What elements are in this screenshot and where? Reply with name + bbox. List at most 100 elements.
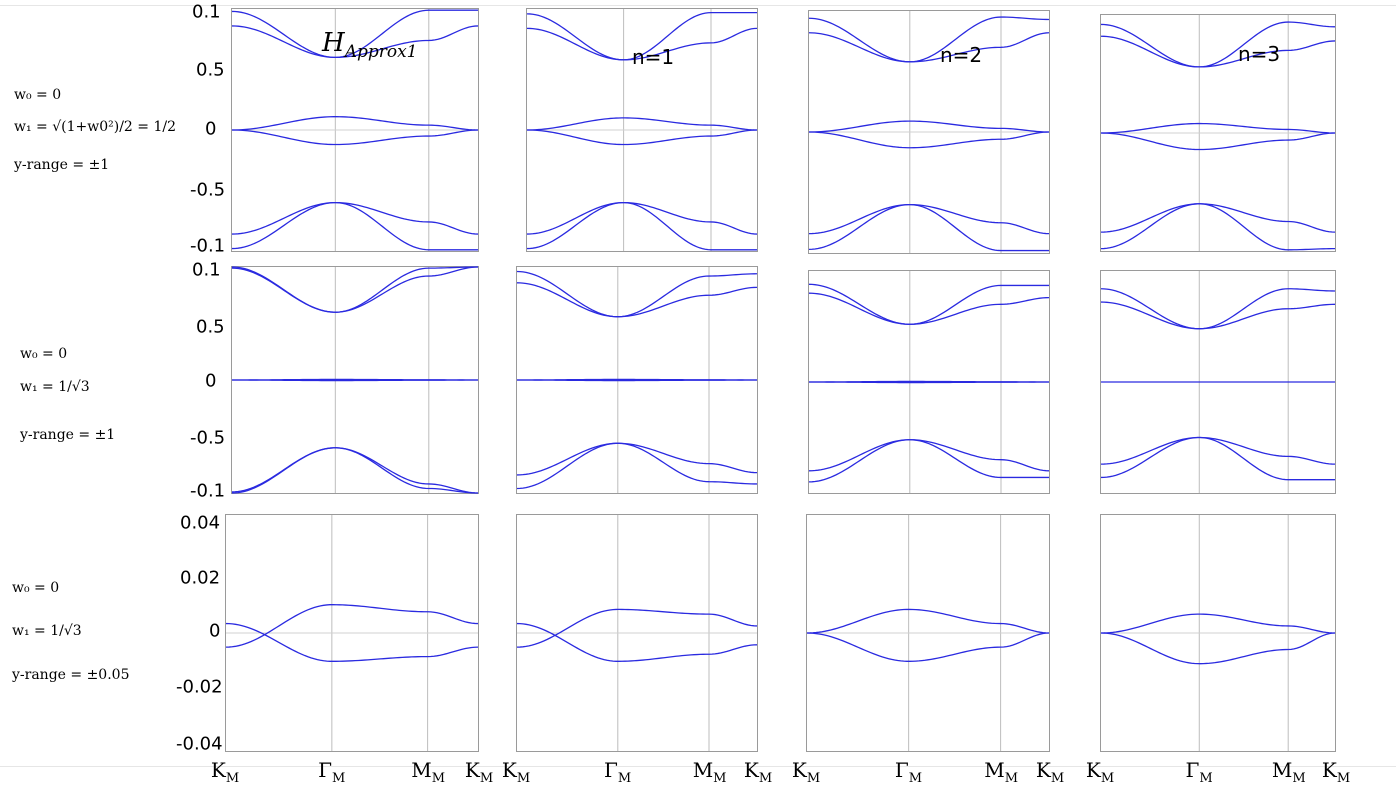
row1-label-w1: w₁ = √(1+w0²)/2 = 1/2 [14,119,176,135]
band-line [808,439,1049,483]
band-line [1100,436,1335,481]
xtick-k-col2: KM [501,758,531,786]
band-line [526,201,757,251]
band-line [1100,613,1336,634]
band-line [809,381,1049,384]
row3-label-w0: w₀ = 0 [12,580,60,596]
panel-row3-col1 [225,514,479,752]
band-line [806,632,1050,662]
band-line [225,622,479,662]
panel-row2-col3 [808,270,1050,494]
row3-label-yrange: y-range = ±0.05 [12,667,130,683]
band-line [1100,288,1336,330]
xtick-k-col1: KM [210,758,240,786]
ytick-row1-05: 0.5 [196,59,225,81]
band-line [231,9,478,59]
panel-row2-col2 [516,266,758,494]
band-line [231,25,479,59]
row2-label-w1: w₁ = 1/√3 [20,379,90,395]
band-plot-r2c2 [516,267,758,493]
xtick-gamma-col1: ΓM [318,758,346,786]
band-line [1100,132,1336,151]
row3-label-w1: w₁ = 1/√3 [12,623,82,639]
ytick-row3-004: 0.04 [180,512,221,534]
band-line [806,608,1050,634]
ytick-row2-m01: -0.1 [190,480,226,502]
band-line [516,270,758,318]
annotation-h-approx1: HApprox1 [322,28,418,63]
panel-row3-col3 [806,514,1050,752]
band-line [526,11,757,61]
band-line [231,266,479,313]
band-line [231,129,479,146]
band-line [516,282,758,318]
band-line [516,608,758,648]
bottom-divider [0,766,1396,767]
band-line [231,266,479,313]
ytick-row3-0: 0 [209,620,221,642]
xtick-gamma-col2: ΓM [604,758,632,786]
band-line [1100,122,1336,134]
ytick-row3-002: 0.02 [180,567,221,589]
band-plot-r3c1 [225,515,479,751]
panel-row1-col1 [231,8,479,252]
xtick-m-col1: MM [411,758,446,786]
row1-label-w0: w₀ = 0 [14,87,62,103]
band-plot-r2c1 [231,266,479,494]
band-line [1100,35,1336,68]
band-line [516,442,758,490]
band-line [1100,203,1336,251]
xtick-k-end-col1: KM [464,758,494,786]
band-plot-r1c1 [231,9,479,251]
band-line [1100,21,1336,68]
band-line [225,604,479,648]
ytick-row1-m01: -0.1 [190,235,226,257]
band-line [808,283,1049,325]
xtick-gamma-col3: ΓM [894,758,923,786]
band-line [808,203,1050,235]
band-line [808,32,1050,63]
annotation-n2: n=2 [940,43,983,67]
panel-row2-col4 [1100,270,1336,494]
band-line [231,201,479,235]
top-divider [0,5,1396,6]
band-plot-r3c3 [806,515,1050,751]
band-line [808,203,1049,252]
ytick-row3-m004: -0.04 [176,733,223,755]
xtick-k-end-col2: KM [743,758,773,786]
band-line [231,447,479,494]
xtick-k-col3: KM [791,758,821,786]
band-line [1100,301,1336,330]
ytick-row3-m002: -0.02 [176,676,223,698]
band-line [231,116,479,131]
band-line [232,379,478,382]
band-line [526,27,758,61]
band-line [808,439,1050,472]
ytick-row1-01: 0.1 [192,1,221,23]
ytick-row2-05: 0.5 [196,316,225,338]
row2-label-yrange: y-range = ±1 [20,427,116,443]
annotation-n1: n=1 [632,45,675,69]
band-line [526,201,758,235]
band-line [517,379,757,382]
ytick-row2-0: 0 [205,370,217,392]
band-plot-r1c2 [526,9,758,251]
ytick-row2-01: 0.1 [192,259,221,281]
band-plot-r2c3 [808,271,1050,493]
band-line [808,120,1050,133]
band-line [526,129,758,146]
band-line [516,622,758,662]
panel-row2-col1 [231,266,479,494]
panel-row1-col2 [526,8,758,252]
band-plot-r2c4 [1100,271,1336,493]
band-plot-r1c3 [808,11,1050,253]
ytick-row1-0: 0 [205,118,217,140]
band-line [1100,203,1336,233]
band-line [1100,632,1336,665]
xtick-m-col2: MM [692,758,727,786]
panel-row3-col2 [516,514,758,752]
ytick-row2-m05: -0.5 [190,427,226,449]
band-line [516,442,758,476]
ytick-row1-m05: -0.5 [190,179,226,201]
band-line [231,201,478,251]
